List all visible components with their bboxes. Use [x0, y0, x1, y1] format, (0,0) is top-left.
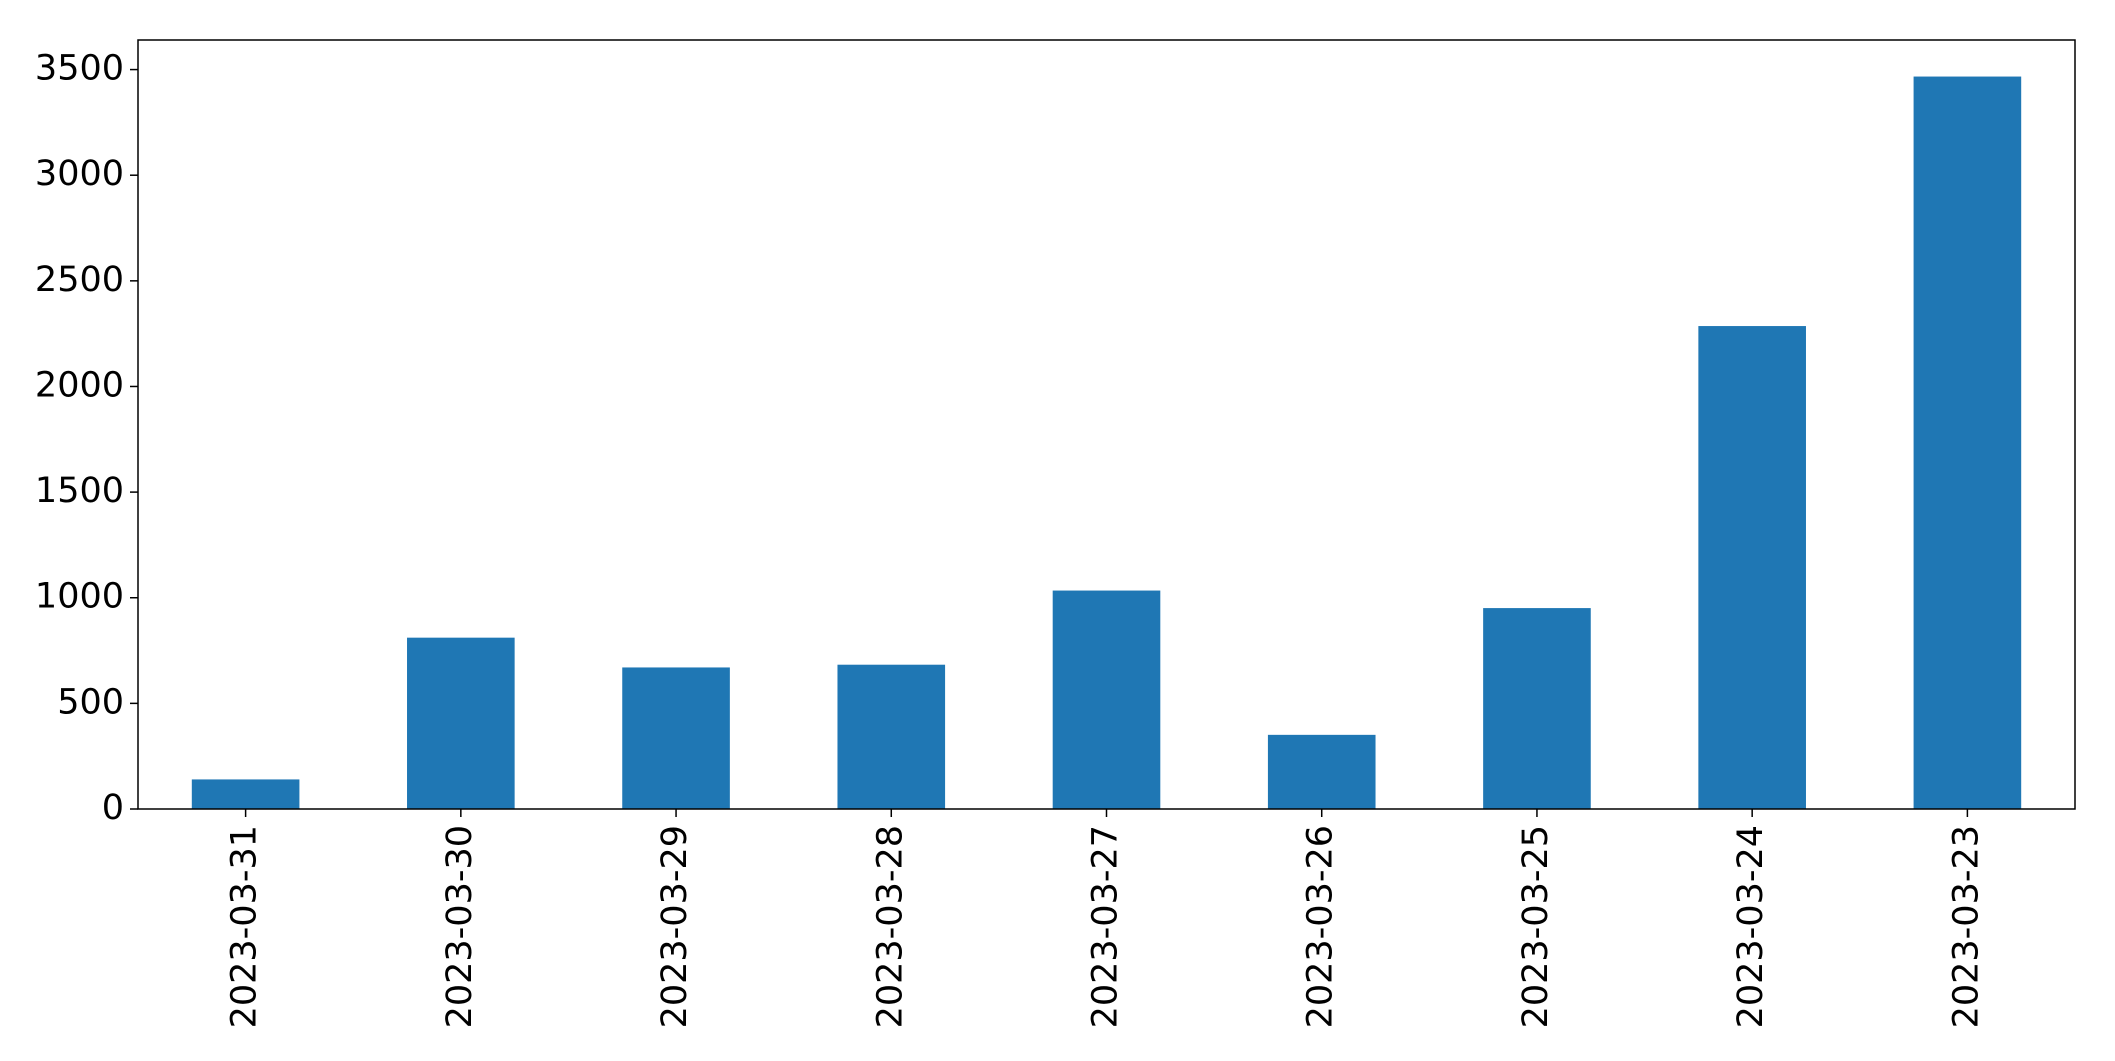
- x-tick-label: 2023-03-25: [1516, 825, 1556, 1028]
- y-tick-label: 3000: [35, 154, 124, 194]
- x-tick-label: 2023-03-27: [1086, 825, 1126, 1028]
- x-tick-label: 2023-03-31: [225, 825, 265, 1028]
- bar: [837, 664, 946, 809]
- y-tick-label: 2500: [35, 260, 124, 300]
- bar: [622, 667, 730, 809]
- x-tick-label: 2023-03-23: [1946, 825, 1986, 1028]
- y-tick-label: 2000: [35, 365, 124, 405]
- x-tick-label: 2023-03-24: [1731, 825, 1771, 1028]
- y-tick-label: 1500: [35, 471, 124, 511]
- y-tick-label: 3500: [35, 49, 124, 89]
- plot-frame: [137, 39, 2076, 810]
- bar: [1483, 608, 1591, 809]
- x-tick-label: 2023-03-26: [1301, 825, 1341, 1028]
- y-tick-label: 0: [102, 788, 124, 828]
- y-tick-label: 1000: [35, 577, 124, 617]
- bar: [1267, 734, 1376, 809]
- x-tick-label: 2023-03-30: [440, 825, 480, 1028]
- bar: [407, 637, 515, 809]
- bar: [191, 779, 300, 809]
- bar: [1052, 590, 1161, 809]
- x-tick-label: 2023-03-29: [655, 825, 695, 1028]
- bar: [1698, 326, 1806, 809]
- x-tick-label: 2023-03-28: [870, 825, 910, 1028]
- bar: [1913, 76, 2022, 809]
- y-tick-label: 500: [57, 682, 124, 722]
